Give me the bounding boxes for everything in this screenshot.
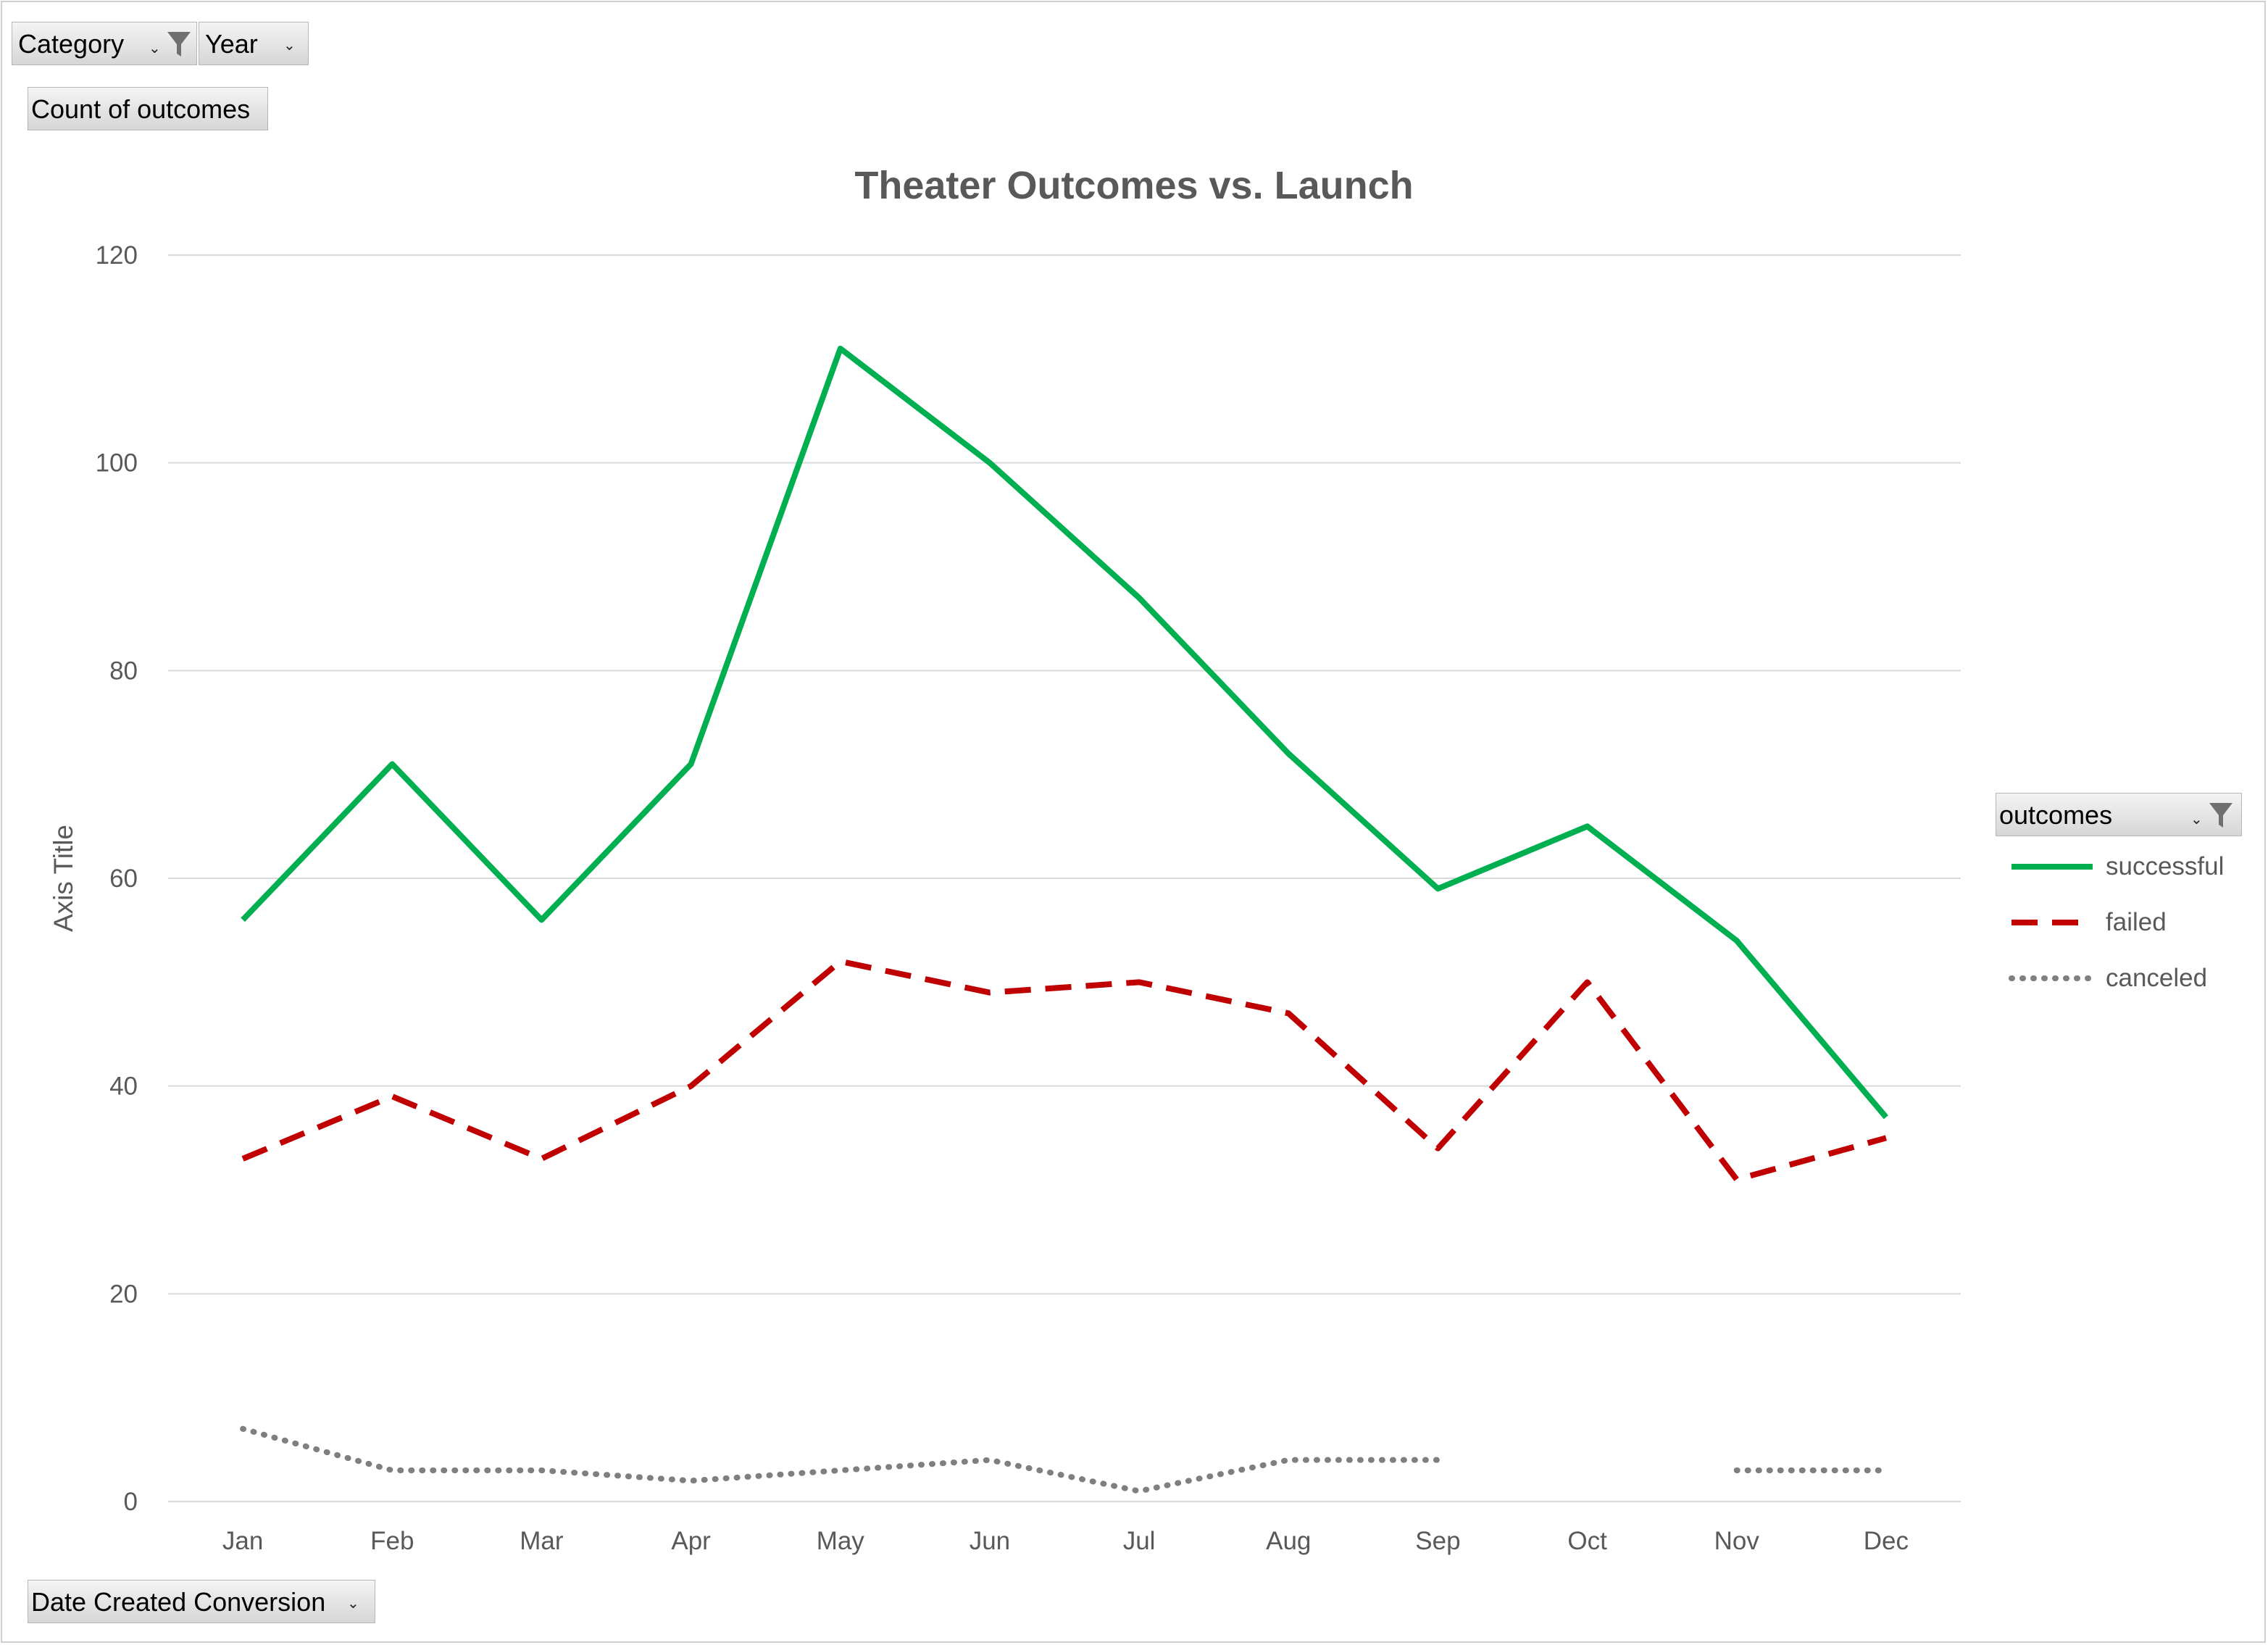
year-filter-label: Year	[205, 29, 258, 59]
y-tick-label: 20	[109, 1280, 138, 1308]
dropdown-arrow-icon: ⌄	[149, 41, 161, 57]
dropdown-arrow-icon: ⌄	[2190, 812, 2203, 828]
x-tick-label: Jan	[222, 1527, 263, 1555]
axis-field-button[interactable]: Date Created Conversion ⌄	[28, 1580, 375, 1623]
series-line-successful	[241, 346, 1888, 1120]
category-filter-label: Category	[18, 29, 125, 59]
year-filter-button[interactable]: Year ⌄	[199, 22, 309, 65]
legend-swatch-successful	[2011, 864, 2093, 870]
series-lines	[240, 346, 1889, 1494]
values-field-label: Count of outcomes	[31, 94, 251, 124]
chart-title: Theater Outcomes vs. Launch	[854, 164, 1413, 207]
y-axis-title: Axis Title	[49, 825, 78, 932]
y-tick-label: 40	[109, 1073, 138, 1101]
legend-label-canceled: canceled	[2106, 964, 2208, 992]
legend-label-successful: successful	[2106, 852, 2225, 880]
y-tick-label: 60	[109, 865, 138, 893]
legend-field-button[interactable]: outcomes ⌄	[1996, 793, 2242, 836]
legend-swatch-canceled	[2009, 975, 2096, 981]
gridlines	[168, 254, 1961, 1502]
x-tick-label: May	[817, 1527, 865, 1555]
x-tick-label: Feb	[370, 1527, 414, 1555]
x-tick-label: Jul	[1123, 1527, 1156, 1555]
y-tick-label: 120	[96, 241, 138, 270]
legend-label-failed: failed	[2106, 908, 2167, 936]
dropdown-arrow-icon: ⌄	[347, 1596, 359, 1612]
category-filter-button[interactable]: Category ⌄	[12, 22, 197, 65]
x-tick-label: Apr	[671, 1527, 711, 1555]
series-line-canceled	[240, 1425, 1441, 1494]
y-tick-label: 0	[124, 1488, 138, 1516]
x-tick-label: Dec	[1864, 1527, 1909, 1555]
x-tick-label: Sep	[1415, 1527, 1460, 1555]
values-field-button[interactable]: Count of outcomes	[28, 87, 268, 130]
y-tick-label: 80	[109, 657, 138, 685]
y-axis-ticks: 0 20 40 60 80 100 120	[96, 241, 138, 1516]
dropdown-arrow-icon: ⌄	[283, 38, 296, 54]
x-axis-ticks: Jan Feb Mar Apr May Jun Jul Aug Sep Oct Nov Dec	[222, 1527, 1909, 1555]
y-tick-label: 100	[96, 449, 138, 478]
x-tick-label: Jun	[970, 1527, 1010, 1555]
x-tick-label: Oct	[1567, 1527, 1607, 1555]
funnel-icon	[2209, 803, 2232, 828]
axis-field-label: Date Created Conversion	[31, 1587, 326, 1617]
x-tick-label: Mar	[520, 1527, 564, 1555]
x-tick-label: Nov	[1714, 1527, 1760, 1555]
funnel-icon	[167, 32, 191, 57]
legend-field-label: outcomes	[1999, 800, 2113, 830]
legend-swatch-failed	[2011, 920, 2093, 925]
series-line-failed	[241, 958, 1887, 1183]
x-tick-label: Aug	[1266, 1527, 1311, 1555]
